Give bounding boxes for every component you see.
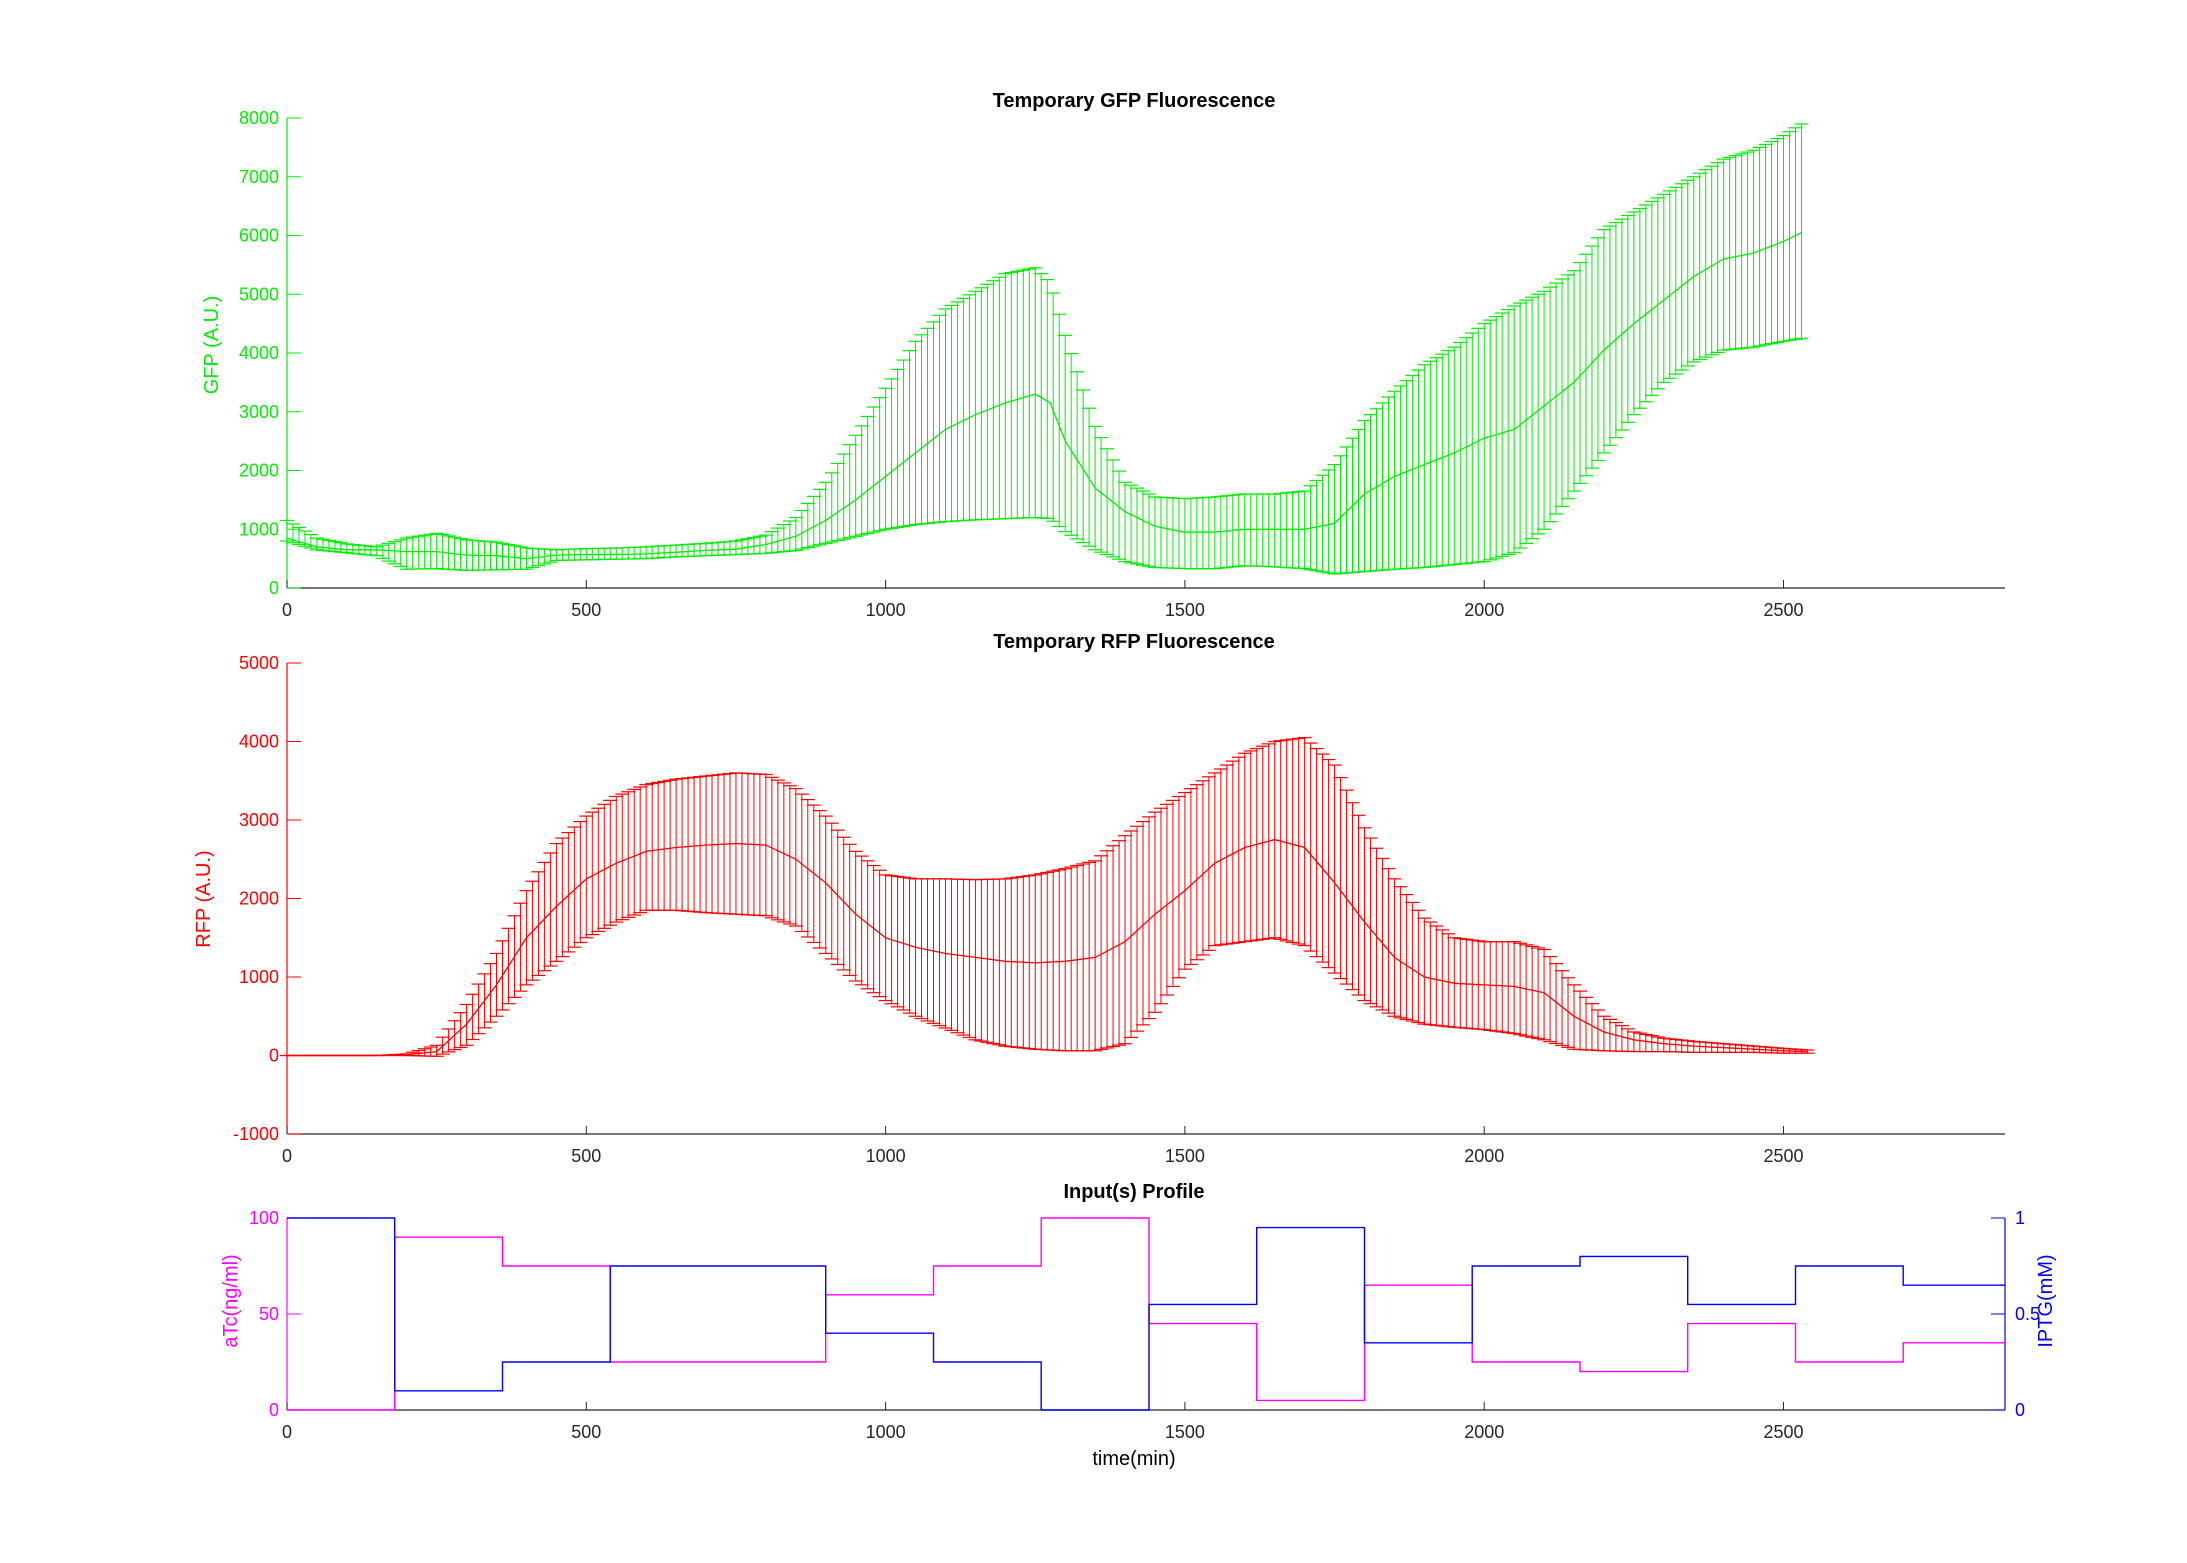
gfp-y-tick-label: 3000 [239, 402, 279, 422]
rfp-y-tick-label: 4000 [239, 732, 279, 752]
rfp-title: Temporary RFP Fluorescence [993, 631, 1275, 653]
gfp-y-tick-label: 1000 [239, 519, 279, 539]
rfp-x-tick-label: 2500 [1763, 1146, 1803, 1166]
rfp-x-tick-label: 1000 [866, 1146, 906, 1166]
rfp-y-tick-label: -1000 [233, 1124, 279, 1144]
rfp-mean-line [287, 838, 1808, 1057]
gfp-x-tick-label: 2500 [1763, 600, 1803, 620]
rfp-ylabel: RFP (A.U.) [193, 850, 215, 947]
input-panel: Input(s) Profile aTc(ng/ml) IPTG(mM) tim… [220, 1181, 2057, 1470]
input-left-tick-label: 50 [259, 1304, 279, 1324]
input-right-tick-label: 0.5 [2015, 1304, 2040, 1324]
gfp-panel: Temporary GFP Fluorescence GFP (A.U.) 0 5… [201, 90, 2005, 620]
input-x-tick-label: 2500 [1763, 1422, 1803, 1442]
rfp-plot-area: 0 500 1000 1500 2000 2500-1000010002000300040… [233, 653, 2005, 1166]
input-right-ylabel: IPTG(mM) [2035, 1254, 2057, 1347]
rfp-y-tick-label: 5000 [239, 653, 279, 673]
gfp-error-bars [280, 123, 1809, 575]
gfp-y-tick-label: 4000 [239, 343, 279, 363]
rfp-x-tick-label: 1500 [1165, 1146, 1205, 1166]
input-right-tick-label: 1 [2015, 1208, 2025, 1228]
gfp-y-tick-label: 2000 [239, 461, 279, 481]
gfp-ylabel: GFP (A.U.) [201, 296, 223, 395]
gfp-y-tick-label: 5000 [239, 284, 279, 304]
input-x-tick-label: 2000 [1464, 1422, 1504, 1442]
gfp-x-tick-label: 2000 [1464, 600, 1504, 620]
gfp-y-tick-label: 6000 [239, 226, 279, 246]
input-left-tick-label: 100 [249, 1208, 279, 1228]
rfp-error-bars [280, 736, 1815, 1057]
input-right-tick-label: 0 [2015, 1400, 2025, 1420]
input-x-tick-label: 1500 [1165, 1422, 1205, 1442]
input-x-tick-label: 0 [282, 1422, 292, 1442]
rfp-y-tick-label: 0 [269, 1046, 279, 1066]
gfp-mean-line [286, 232, 1802, 560]
input-xlabel: time(min) [1092, 1448, 1175, 1470]
gfp-x-tick-label: 0 [282, 600, 292, 620]
gfp-y-tick-label: 7000 [239, 167, 279, 187]
input-x-tick-label: 500 [571, 1422, 601, 1442]
gfp-x-tick-label: 1500 [1165, 600, 1205, 620]
gfp-plot-area: 0 500 1000 1500 2000 2500 0 1000 2000 3000 4000 500… [239, 108, 2005, 620]
rfp-x-tick-label: 500 [571, 1146, 601, 1166]
gfp-x-tick-label: 1000 [866, 600, 906, 620]
input-left-ylabel: aTc(ng/ml) [220, 1254, 242, 1347]
input-title: Input(s) Profile [1063, 1181, 1204, 1203]
rfp-panel: Temporary RFP Fluorescence RFP (A.U.) 0 5… [193, 631, 2005, 1166]
input-left-tick-label: 0 [269, 1400, 279, 1420]
gfp-title: Temporary GFP Fluorescence [993, 90, 1276, 112]
rfp-x-tick-label: 0 [282, 1146, 292, 1166]
iptg-step-line [287, 1217, 2005, 1411]
rfp-y-tick-label: 3000 [239, 810, 279, 830]
input-x-tick-label: 1000 [866, 1422, 906, 1442]
rfp-x-tick-label: 2000 [1464, 1146, 1504, 1166]
rfp-y-tick-label: 2000 [239, 889, 279, 909]
rfp-y-tick-label: 1000 [239, 967, 279, 987]
gfp-x-tick-label: 500 [571, 600, 601, 620]
gfp-y-tick-label: 8000 [239, 108, 279, 128]
gfp-y-tick-label: 0 [269, 578, 279, 598]
